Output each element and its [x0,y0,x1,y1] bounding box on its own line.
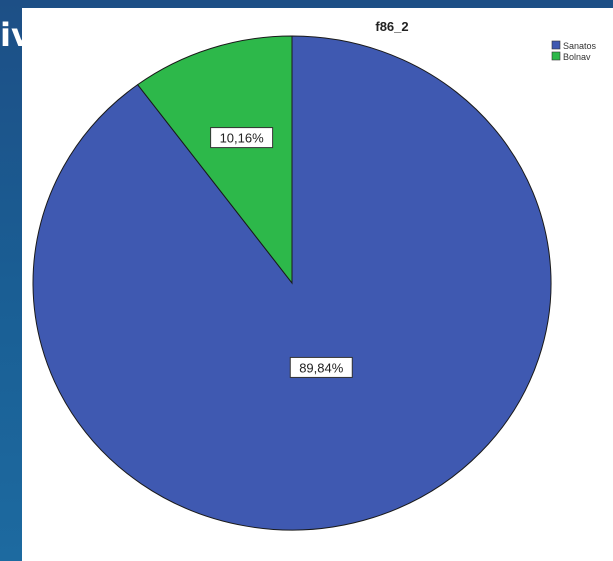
data-label-sanatos: 89,84% [289,356,353,378]
legend-label-sanatos: Sanatos [563,41,597,51]
pie-slice-bolnav [136,35,293,285]
pie-data-labels: 89,84% 10,16% [210,127,353,378]
chart-title: f86_2 [375,19,408,34]
legend-swatch-bolnav [551,51,561,61]
svg-text:89,84%: 89,84% [299,360,344,375]
chart-panel: f86_2 89,84% 10,16% Sanatos Bolnav [22,8,613,561]
svg-text:10,16%: 10,16% [220,131,265,146]
legend-swatch-sanatos [551,40,561,50]
pie-slices [32,35,552,531]
data-label-bolnav: 10,16% [210,127,274,149]
legend-label-bolnav: Bolnav [563,52,591,62]
